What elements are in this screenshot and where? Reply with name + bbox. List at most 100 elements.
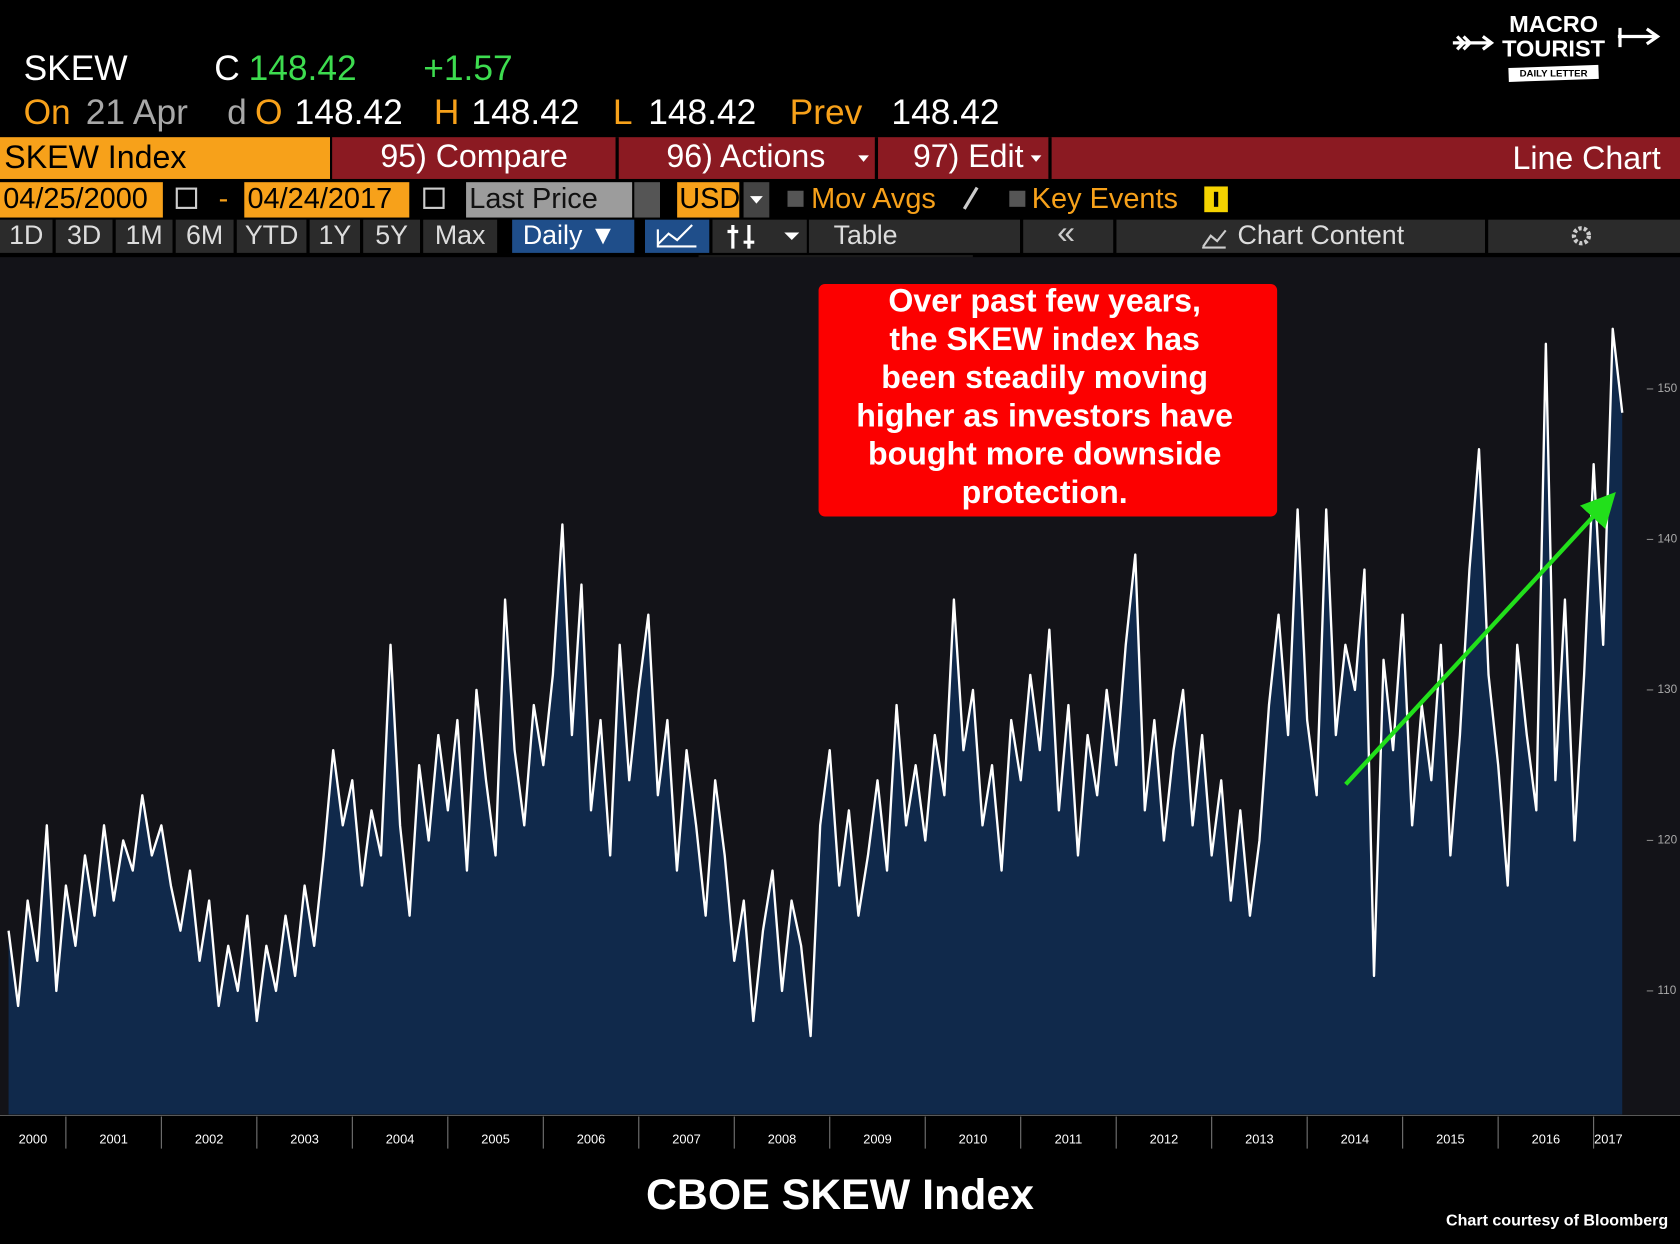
y-tick-label: 110 [1658, 984, 1677, 997]
date: 21 Apr [86, 93, 188, 132]
label: O [255, 93, 283, 132]
menu-item[interactable]: 96) Actions [666, 138, 825, 174]
field[interactable]: Last Price [469, 183, 598, 215]
logo-text: TOURIST [1502, 36, 1606, 62]
x-tick-label: 2000 [19, 1131, 48, 1146]
menu-item[interactable]: 97) Edit [913, 138, 1024, 174]
ticker: SKEW [24, 49, 129, 88]
label: H [434, 93, 460, 132]
trend-arrow [1344, 492, 1616, 786]
x-tick-label: 2003 [290, 1131, 319, 1146]
content-button[interactable] [1116, 219, 1485, 253]
freq: d [227, 93, 247, 132]
value: 148.42 [295, 93, 403, 132]
menu-item[interactable]: 95) Compare [380, 138, 567, 174]
y-tick-label: 140 [1658, 533, 1678, 546]
x-tick-label: 2005 [481, 1131, 510, 1146]
value: 148.42 [648, 93, 756, 132]
annotation-box [818, 283, 1278, 517]
start-date[interactable]: 04/25/2000 [3, 183, 148, 215]
collapse[interactable]: « [1057, 214, 1075, 250]
table-button[interactable] [808, 219, 1020, 253]
annotation-line: the SKEW index has [889, 321, 1200, 357]
x-tick-label: 2006 [577, 1131, 606, 1146]
logo-text: MACRO [1509, 11, 1598, 37]
label: Prev [790, 93, 863, 132]
period[interactable]: 6M [186, 220, 223, 250]
annotation-line: Over past few years, [888, 283, 1201, 319]
change: +1.57 [423, 49, 512, 88]
x-tick-label: 2002 [195, 1131, 224, 1146]
period-button[interactable] [236, 219, 307, 253]
logo-text: DAILY LETTER [1520, 69, 1588, 80]
label: L [613, 93, 633, 132]
logo: MACRO TOURIST DAILY LETTER [1452, 11, 1661, 82]
period[interactable]: 1D [9, 220, 43, 250]
field-box[interactable] [466, 182, 633, 218]
period[interactable]: 3D [67, 220, 101, 250]
area [8, 328, 1623, 1115]
option[interactable]: Mov Avgs [811, 183, 936, 215]
period[interactable]: Max [435, 220, 486, 250]
period-button[interactable] [363, 219, 420, 253]
period-button[interactable] [309, 219, 360, 253]
source: Chart courtesy of Bloomberg [1446, 1212, 1668, 1230]
end-date[interactable]: 04/24/2017 [247, 183, 392, 215]
x-tick-label: 2007 [672, 1131, 701, 1146]
x-tick-label: 2010 [959, 1131, 988, 1146]
menu-bar [332, 137, 1680, 179]
y-tick-label: 130 [1658, 683, 1678, 696]
dash: - [219, 183, 229, 215]
y-tick-label: 150 [1658, 382, 1678, 395]
x-tick-label: 2009 [863, 1131, 892, 1146]
x-tick-label: 2014 [1341, 1131, 1370, 1146]
settings-button[interactable] [1488, 219, 1680, 253]
checkbox[interactable] [1009, 190, 1026, 207]
value: 148.42 [891, 93, 999, 132]
security-box[interactable] [0, 137, 330, 179]
x-tick-label: 2015 [1436, 1131, 1465, 1146]
line-button[interactable] [645, 219, 710, 253]
date-box[interactable] [0, 182, 163, 218]
annotation-line: protection. [962, 474, 1128, 510]
period[interactable]: YTD [245, 220, 299, 250]
x-tick-label: 2016 [1532, 1131, 1561, 1146]
x-tick-label: 2004 [386, 1131, 415, 1146]
period[interactable]: 1M [126, 220, 163, 250]
period-button[interactable] [55, 219, 113, 253]
line [7, 327, 1624, 1038]
close-label: C [214, 49, 240, 88]
period[interactable]: 5Y [375, 220, 408, 250]
y-tick-label: 120 [1658, 834, 1678, 847]
currency[interactable]: USD [679, 183, 740, 215]
x-tick-label: 2012 [1150, 1131, 1179, 1146]
period-button[interactable] [115, 219, 173, 253]
table[interactable]: Table [834, 220, 898, 250]
annotation-line: been steadily moving [881, 359, 1208, 395]
chart-title: CBOE SKEW Index [646, 1171, 1034, 1219]
date-box[interactable] [244, 182, 410, 218]
periodicity[interactable]: Daily ▼ [523, 220, 616, 250]
collapse-button[interactable] [1023, 219, 1114, 253]
periodicity-box[interactable] [512, 219, 635, 253]
period-button[interactable] [423, 219, 498, 253]
x-tick-label: 2013 [1245, 1131, 1274, 1146]
period-button[interactable] [175, 219, 234, 253]
annotation-line: bought more downside [868, 436, 1221, 472]
chart-content[interactable]: Chart Content [1238, 220, 1405, 250]
x-tick-label: 2008 [768, 1131, 797, 1146]
label: On [24, 93, 71, 132]
annotation-line: higher as investors have [856, 397, 1233, 433]
period[interactable]: 1Y [318, 220, 351, 250]
x-tick-label: 2001 [99, 1131, 128, 1146]
close: 148.42 [249, 49, 357, 88]
x-tick-label: 2011 [1055, 1131, 1083, 1146]
x-tick-label: 2017 [1594, 1131, 1623, 1146]
currency-box[interactable] [677, 182, 740, 218]
security[interactable]: SKEW Index [4, 139, 186, 175]
checkbox[interactable] [787, 190, 804, 207]
option[interactable]: Key Events [1032, 183, 1178, 215]
period-button[interactable] [0, 219, 53, 253]
